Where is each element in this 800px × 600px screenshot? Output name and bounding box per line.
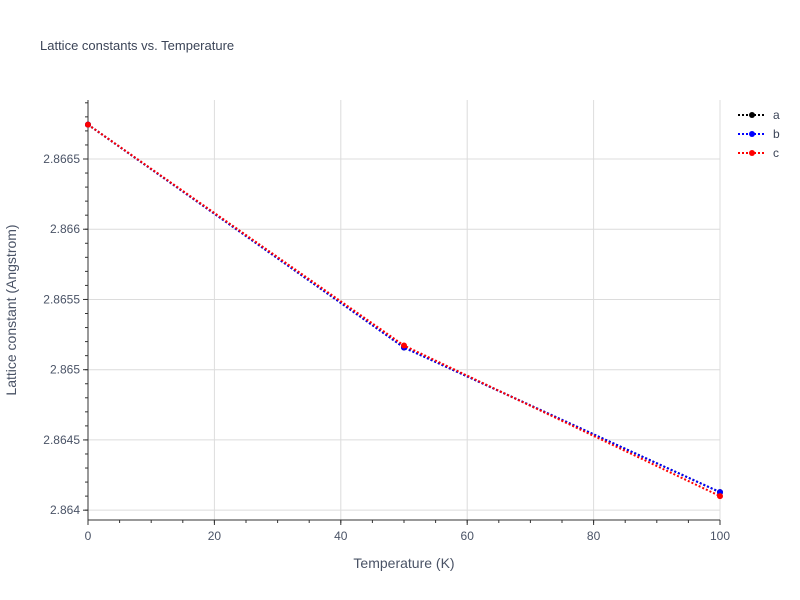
series-layer xyxy=(85,121,723,500)
legend-label: a xyxy=(773,108,780,122)
legend-marker xyxy=(749,150,755,156)
series-line-a xyxy=(87,123,721,494)
x-tick-label: 60 xyxy=(461,529,475,543)
legend[interactable]: abc xyxy=(738,108,780,160)
y-tick-label: 2.8665 xyxy=(43,152,80,166)
x-axis-title: Temperature (K) xyxy=(353,555,454,571)
series-b xyxy=(85,121,723,496)
data-point-c[interactable] xyxy=(85,121,91,128)
x-tick-label: 20 xyxy=(208,529,222,543)
axes: 0 20 40 60 80 100 2.864 2.8645 2.865 2.8655 2.866 2… xyxy=(43,100,730,543)
series-c xyxy=(85,121,723,500)
legend-label: b xyxy=(773,127,780,141)
y-tick-label: 2.864 xyxy=(50,503,80,517)
legend-label: c xyxy=(773,146,779,160)
grid xyxy=(88,100,721,520)
y-tick-label: 2.866 xyxy=(50,222,80,236)
x-tick-label: 80 xyxy=(587,529,601,543)
series-a xyxy=(85,121,723,496)
legend-item-a[interactable]: a xyxy=(738,108,780,122)
chart-title: Lattice constants vs. Temperature xyxy=(40,38,234,53)
y-tick-label: 2.8655 xyxy=(43,292,80,306)
data-point-c[interactable] xyxy=(717,493,723,500)
y-tick-label: 2.8645 xyxy=(43,433,80,447)
x-tick-label: 0 xyxy=(85,529,92,543)
data-point-c[interactable] xyxy=(401,342,407,349)
x-tick-label: 40 xyxy=(334,529,348,543)
legend-marker xyxy=(749,131,755,137)
y-tick-label: 2.865 xyxy=(50,363,80,377)
y-axis-title: Lattice constant (Angstrom) xyxy=(3,224,19,395)
legend-item-b[interactable]: b xyxy=(738,127,780,141)
legend-marker xyxy=(749,112,755,118)
series-line-b xyxy=(87,123,721,494)
legend-item-c[interactable]: c xyxy=(738,146,779,160)
x-tick-label: 100 xyxy=(710,529,730,543)
